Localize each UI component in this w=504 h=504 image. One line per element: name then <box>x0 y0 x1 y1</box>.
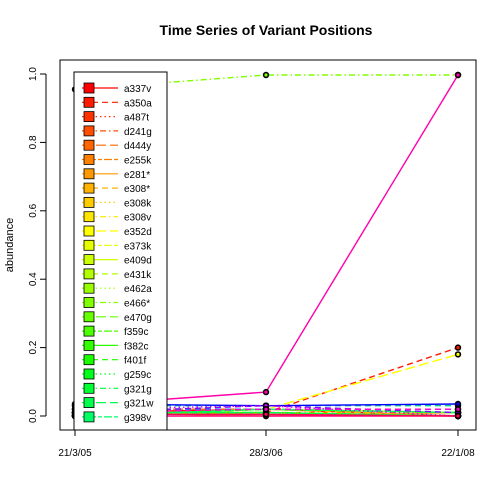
data-point-fill <box>456 402 460 406</box>
legend-swatch <box>83 368 95 380</box>
data-point-fill <box>456 73 460 77</box>
x-tick-label: 22/1/08 <box>441 448 475 459</box>
legend-items: a337v a350a a487t d241g d444y e255k e281* e308*… <box>82 82 154 424</box>
legend-label: g321g <box>124 384 152 395</box>
x-axis: 21/3/05 28/3/06 22/1/08 <box>58 429 475 459</box>
legend-label: g259c <box>124 370 151 381</box>
legend-label: e462a <box>124 284 152 295</box>
legend-swatch <box>83 254 95 266</box>
data-point-fill <box>264 407 268 411</box>
legend-label: d444y <box>124 141 151 152</box>
legend-swatch <box>83 96 95 108</box>
legend-label: g321w <box>124 399 154 410</box>
legend-label: f382c <box>124 341 148 352</box>
legend-label: e470g <box>124 313 152 324</box>
legend-label: e308* <box>124 184 150 195</box>
legend-label: e308k <box>124 198 152 209</box>
data-point-fill <box>264 390 268 394</box>
legend-swatch <box>83 211 95 223</box>
legend-swatch <box>83 397 95 409</box>
data-point-fill <box>264 412 268 416</box>
y-tick-label: 0.0 <box>28 409 39 423</box>
legend-swatch <box>83 239 95 251</box>
x-tick-label: 21/3/05 <box>58 448 92 459</box>
x-tick-label: 28/3/06 <box>249 448 283 459</box>
data-point-fill <box>456 407 460 411</box>
legend-swatch <box>83 311 95 323</box>
y-tick-label: 0.4 <box>28 272 39 286</box>
y-tick-label: 0.8 <box>28 135 39 149</box>
legend-swatch <box>83 139 95 151</box>
legend-swatch <box>83 325 95 337</box>
legend-label: g398v <box>124 413 151 424</box>
legend-label: e373k <box>124 241 152 252</box>
legend-swatch <box>83 268 95 280</box>
legend-swatch <box>83 111 95 122</box>
legend-label: d241g <box>124 127 152 138</box>
legend-swatch <box>83 339 95 351</box>
y-tick-label: 0.6 <box>28 203 39 217</box>
chart-title: Time Series of Variant Positions <box>160 22 373 38</box>
legend-swatch <box>83 82 95 94</box>
y-axis-label: abundance <box>4 218 16 272</box>
legend-label: e352d <box>124 227 152 238</box>
legend-label: f401f <box>124 356 146 367</box>
legend-label: e308v <box>124 213 151 224</box>
data-point-fill <box>264 73 268 77</box>
legend-swatch <box>83 225 95 237</box>
legend-label: e281* <box>124 170 150 181</box>
y-tick-label: 1.0 <box>28 67 39 81</box>
y-axis: 0.0 0.2 0.4 0.6 0.8 1.0 <box>28 67 47 423</box>
legend-swatch <box>83 125 95 137</box>
legend-label: e431k <box>124 270 152 281</box>
legend-swatch <box>83 168 95 180</box>
legend-label: a350a <box>124 98 152 109</box>
legend-swatch <box>83 182 95 194</box>
legend-label: f359c <box>124 327 148 338</box>
legend-swatch <box>83 354 95 366</box>
legend-swatch <box>83 154 95 165</box>
legend-swatch <box>83 282 95 294</box>
legend-label: e466* <box>124 299 150 310</box>
y-tick-label: 0.2 <box>28 340 39 354</box>
legend-swatch <box>83 382 95 394</box>
legend-swatch <box>83 297 95 308</box>
data-point-fill <box>456 352 460 356</box>
legend-label: e409d <box>124 256 152 267</box>
legend-label: e255k <box>124 156 152 167</box>
legend-label: a487t <box>124 113 149 124</box>
data-point-fill <box>456 346 460 350</box>
data-point-fill <box>456 414 460 418</box>
legend-label: a337v <box>124 84 151 95</box>
legend-swatch <box>83 411 95 423</box>
legend: a337v a350a a487t d241g d444y e255k e281* e308*… <box>73 71 168 431</box>
legend-swatch <box>83 196 95 208</box>
